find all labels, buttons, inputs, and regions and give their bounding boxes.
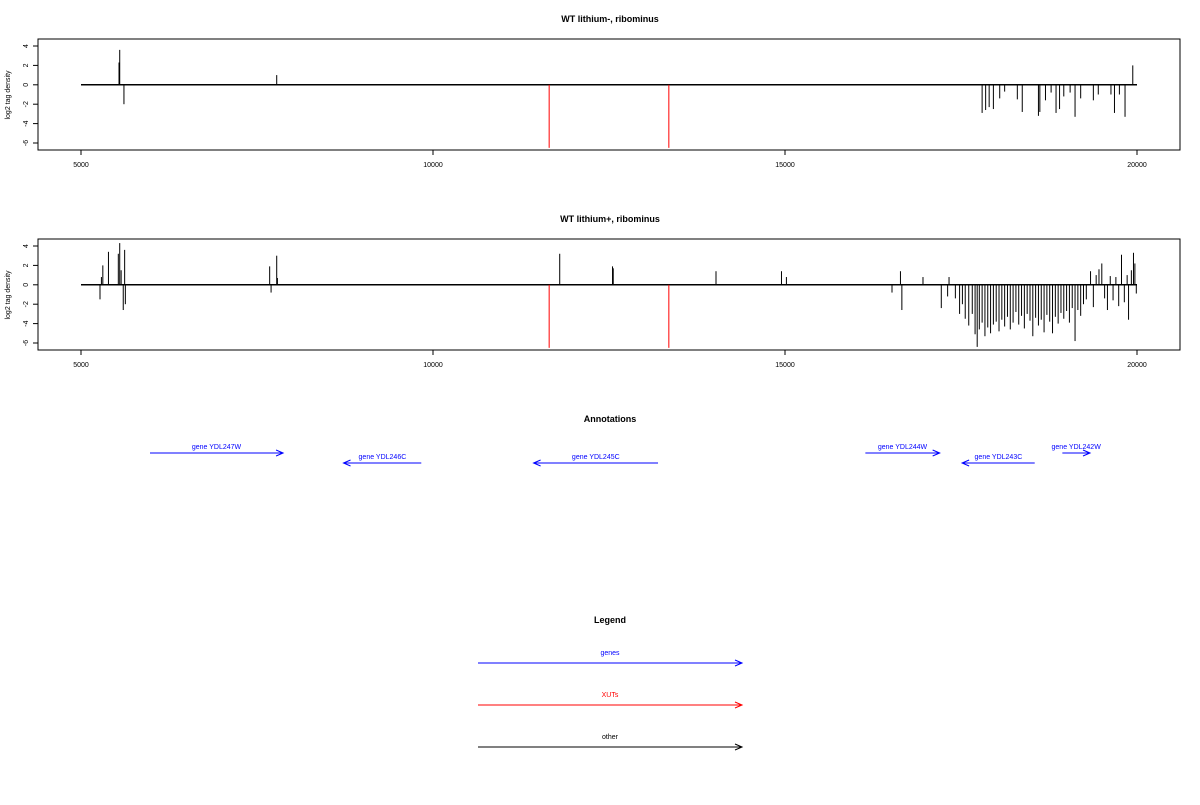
x-axis: 5000 10000 15000 20000 <box>73 350 1147 369</box>
arrowhead <box>734 659 744 667</box>
gene-label: gene YDL243C <box>975 454 1023 461</box>
x-tick-label: 20000 <box>1127 162 1147 169</box>
plot-frame <box>37 238 1181 351</box>
arrowhead <box>1082 449 1092 457</box>
arrowhead <box>960 459 970 467</box>
gene-label: gene YDL245C <box>572 454 620 461</box>
panel-wt-lithium-minus: WT lithium-, ribominus log2 tag density … <box>5 14 1181 169</box>
y-tick-label: 2 <box>23 263 30 267</box>
x-tick-label: 10000 <box>423 162 443 169</box>
y-tick-label: -6 <box>23 340 30 346</box>
data-marks <box>81 243 1137 348</box>
x-axis: 5000 10000 15000 20000 <box>73 150 1147 169</box>
annotations-title: Annotations <box>584 414 637 424</box>
y-axis-label: log2 tag density <box>5 70 12 120</box>
arrowhead <box>734 743 744 751</box>
panel-wt-lithium-plus: WT lithium+, ribominus log2 tag density … <box>5 214 1181 369</box>
x-tick-label: 5000 <box>73 362 89 369</box>
gene-label: gene YDL247W <box>192 444 242 451</box>
y-axis: 4 2 0 -2 -4 -6 <box>23 244 38 346</box>
y-tick-label: -6 <box>23 140 30 146</box>
x-tick-label: 15000 <box>775 362 795 369</box>
y-tick-label: -2 <box>23 301 30 307</box>
panel-title: WT lithium-, ribominus <box>561 14 659 24</box>
gene-label: gene YDL246C <box>359 454 407 461</box>
x-tick-label: 10000 <box>423 362 443 369</box>
plot-frame <box>37 38 1181 151</box>
legend-label: XUTs <box>602 692 619 699</box>
panel-title: WT lithium+, ribominus <box>560 214 660 224</box>
gene-label: gene YDL242W <box>1052 444 1102 451</box>
y-tick-label: 4 <box>23 244 30 248</box>
y-tick-label: 2 <box>23 63 30 67</box>
x-tick-label: 20000 <box>1127 362 1147 369</box>
legend-items: genes XUTs other <box>478 650 744 751</box>
legend-title: Legend <box>594 615 626 625</box>
y-tick-label: 4 <box>23 44 30 48</box>
legend-label: genes <box>600 650 620 657</box>
arrowhead <box>275 449 285 457</box>
arrowhead <box>932 449 941 457</box>
y-tick-label: 0 <box>23 83 30 87</box>
data-marks <box>81 49 1137 148</box>
arrowhead <box>734 701 744 709</box>
x-tick-label: 15000 <box>775 162 795 169</box>
arrowhead <box>532 459 541 467</box>
x-tick-label: 5000 <box>73 162 89 169</box>
y-tick-label: -2 <box>23 101 30 107</box>
y-axis-label: log2 tag density <box>5 270 12 320</box>
y-tick-label: 0 <box>23 283 30 287</box>
y-tick-label: -4 <box>23 120 30 126</box>
gene-label: gene YDL244W <box>878 444 928 451</box>
annotation-items: gene YDL247W gene YDL246C gene YDL245C gene… <box>150 444 1102 467</box>
legend-panel: Legend genes XUTs other <box>478 615 744 751</box>
y-axis: 4 2 0 -2 -4 -6 <box>23 44 38 146</box>
arrowhead <box>342 459 351 467</box>
y-tick-label: -4 <box>23 320 30 326</box>
legend-label: other <box>602 734 619 741</box>
